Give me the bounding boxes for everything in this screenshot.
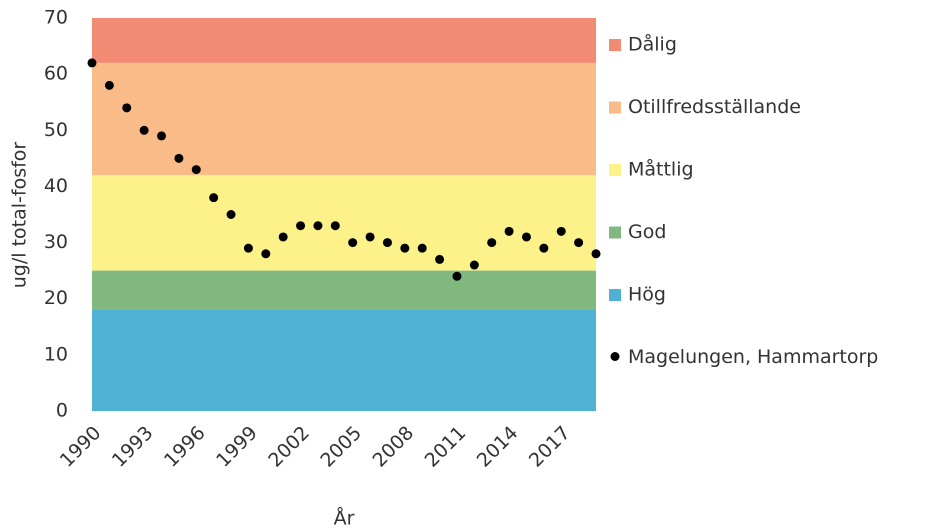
- x-tick-label: 2005: [316, 422, 366, 472]
- band: [92, 309, 596, 411]
- data-point: [330, 221, 340, 231]
- data-point: [574, 238, 584, 248]
- legend-label: God: [628, 221, 666, 243]
- x-tick-label: 1993: [108, 422, 158, 472]
- legend-marker: [610, 352, 620, 361]
- data-point: [313, 221, 323, 231]
- y-tick-label: 30: [44, 231, 68, 253]
- data-point: [382, 238, 392, 248]
- data-point: [157, 131, 167, 141]
- data-point: [556, 226, 566, 236]
- data-point: [539, 243, 549, 253]
- x-axis-label: År: [334, 507, 355, 530]
- data-point: [591, 249, 601, 259]
- legend-swatch: [609, 39, 621, 51]
- data-point: [104, 80, 114, 90]
- data-point: [400, 243, 410, 253]
- data-point: [139, 125, 149, 135]
- data-point: [261, 249, 271, 259]
- legend-swatch: [609, 164, 621, 176]
- y-tick-label: 60: [44, 63, 68, 85]
- legend-label: Hög: [628, 284, 666, 306]
- data-point: [521, 232, 531, 242]
- y-tick-label: 20: [44, 287, 68, 309]
- x-tick-label: 1990: [56, 422, 106, 472]
- data-point: [487, 238, 497, 248]
- band: [92, 175, 596, 271]
- data-point: [365, 232, 375, 242]
- legend-swatch: [609, 101, 621, 114]
- data-point: [243, 243, 253, 253]
- x-tick-label: 2002: [264, 422, 314, 472]
- y-axis-label: ug/l total-fosfor: [9, 142, 31, 289]
- y-tick-label: 10: [44, 343, 68, 365]
- data-point: [452, 271, 462, 281]
- y-tick-label: 0: [56, 400, 68, 422]
- data-point: [469, 260, 479, 270]
- legend-label: Dålig: [628, 33, 677, 56]
- x-tick-label: 2014: [473, 422, 523, 472]
- legend-label: Magelungen, Hammartorp: [628, 346, 878, 368]
- data-point: [435, 254, 445, 264]
- data-point: [191, 165, 201, 175]
- data-point: [296, 221, 306, 231]
- data-point: [226, 210, 236, 219]
- x-tick-label: 2017: [525, 422, 575, 472]
- data-point: [209, 193, 219, 203]
- data-point: [348, 238, 358, 248]
- band: [92, 62, 596, 176]
- x-tick-label: 2011: [421, 422, 471, 472]
- x-tick-label: 1999: [212, 422, 262, 472]
- data-point: [87, 58, 97, 68]
- data-point: [417, 243, 427, 253]
- legend-swatch: [609, 226, 621, 239]
- data-point: [122, 103, 132, 113]
- band: [92, 270, 596, 310]
- legend-swatch: [609, 289, 621, 301]
- band: [92, 18, 596, 63]
- y-tick-label: 70: [44, 7, 68, 29]
- data-point: [504, 226, 514, 236]
- x-tick-label: 2008: [369, 422, 419, 472]
- y-tick-label: 50: [44, 119, 68, 141]
- data-point: [278, 232, 288, 242]
- data-point: [174, 153, 184, 163]
- x-tick-label: 1996: [160, 422, 210, 472]
- legend-label: Otillfredsställande: [628, 96, 801, 118]
- legend-label: Måttlig: [628, 158, 694, 181]
- y-tick-label: 40: [44, 175, 68, 197]
